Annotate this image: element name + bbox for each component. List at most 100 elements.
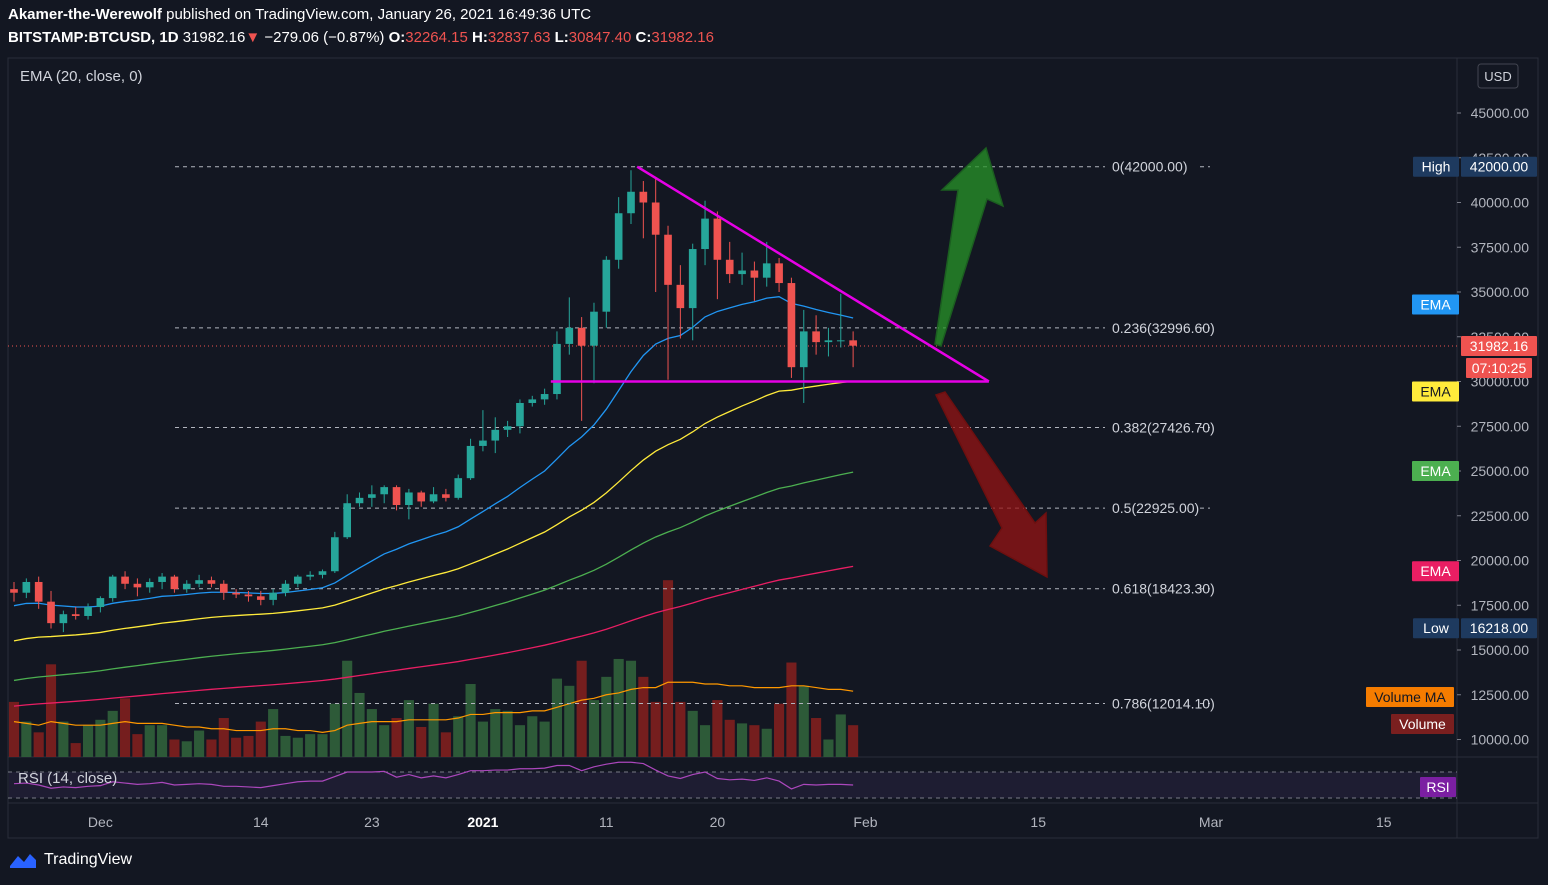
candle	[590, 302, 598, 384]
tradingview-footer[interactable]: TradingView	[8, 850, 132, 870]
candle-body	[71, 614, 80, 616]
candle	[392, 485, 401, 511]
candle	[540, 388, 549, 405]
rsi-indicator-label[interactable]: RSI (14, close)	[18, 770, 117, 787]
ema-indicator-label[interactable]: EMA (20, close, 0)	[20, 68, 143, 85]
candle	[824, 327, 833, 357]
y-tick-label: 12500.00	[1471, 687, 1530, 703]
volume-bar	[268, 709, 279, 757]
candle-body	[491, 429, 500, 441]
candle-body	[454, 478, 463, 498]
candle	[256, 590, 265, 606]
candle-body	[799, 331, 808, 368]
ema-200-tag-text: EMA	[1420, 563, 1451, 579]
fib-level-label: 0(42000.00)	[1112, 159, 1188, 175]
volume-bar	[391, 718, 402, 757]
candle-body	[442, 494, 450, 498]
candle-body	[725, 259, 734, 275]
candle	[479, 410, 487, 452]
up-arrow-icon	[934, 146, 1005, 347]
ema-100-tag: EMA	[1412, 461, 1459, 481]
volume-bar	[601, 676, 612, 757]
volume-bar	[132, 734, 143, 757]
low-label-tag: Low	[1413, 618, 1459, 639]
candle-body	[182, 583, 191, 590]
volume-bars	[8, 580, 859, 757]
volume-bar	[342, 660, 353, 757]
candle-body	[368, 494, 376, 498]
volume-bar	[21, 721, 32, 757]
candle	[244, 590, 253, 602]
candle-body	[627, 191, 635, 214]
y-tick-label: 10000.00	[1471, 732, 1530, 748]
volume-bar	[120, 698, 131, 757]
candle-body	[713, 218, 722, 260]
candle-body	[787, 283, 796, 368]
currency-button[interactable]	[1477, 63, 1519, 89]
candle-body	[232, 592, 240, 595]
candle	[84, 603, 92, 620]
candle	[170, 574, 179, 593]
candle-body	[343, 503, 352, 538]
candle-body	[516, 402, 524, 427]
candle-body	[701, 218, 709, 250]
rsi-line	[13, 761, 854, 790]
ema-100-line	[13, 471, 854, 682]
candle	[207, 576, 216, 588]
candle-body	[590, 311, 598, 346]
author-name[interactable]: Akamer-the-Werewolf	[8, 6, 162, 23]
candle	[787, 277, 796, 378]
candle	[96, 596, 105, 613]
candle	[219, 580, 228, 600]
candle-body	[47, 601, 55, 624]
rsi-pane	[8, 761, 1457, 799]
volume-bar	[82, 725, 94, 757]
candle-body	[244, 594, 253, 597]
candle-body	[664, 234, 672, 285]
candle-body	[331, 537, 339, 572]
candle-body	[614, 213, 623, 260]
volume-bar	[95, 719, 106, 757]
candle	[405, 488, 413, 520]
currency-button-label[interactable]: USD	[1484, 69, 1511, 84]
y-tick-label: 45000.00	[1471, 105, 1530, 121]
candle-body	[417, 492, 426, 502]
volume-bar	[45, 664, 57, 757]
ema-20-tag-bg	[1412, 294, 1459, 315]
candle	[355, 492, 364, 507]
candle	[775, 257, 783, 292]
published-text: published on TradingView.com, January 26…	[166, 6, 592, 23]
volume-bar	[774, 703, 785, 757]
candle	[318, 569, 327, 579]
countdown-tag-text: 07:10:25	[1472, 360, 1527, 376]
volume-bar	[638, 676, 649, 757]
candle-body	[577, 327, 586, 346]
volume-bar	[699, 725, 711, 757]
volume-bar	[157, 725, 168, 757]
volume-bar	[749, 725, 760, 757]
candle-body	[158, 576, 166, 582]
volume-ma-series	[13, 681, 854, 733]
high-value-tag-bg	[1461, 156, 1537, 177]
x-tick-label: 11	[599, 814, 614, 830]
candle	[627, 170, 635, 224]
candle	[491, 417, 500, 454]
volume-bar	[737, 723, 748, 757]
candle-body	[207, 580, 216, 584]
candle-body	[602, 259, 611, 312]
candle	[688, 243, 697, 341]
symbol-label[interactable]: BITSTAMP:BTCUSD, 1D	[8, 29, 179, 46]
volume-bar	[724, 719, 735, 757]
drawings	[550, 146, 1048, 579]
candle	[47, 590, 55, 629]
candle	[553, 331, 561, 400]
candle-body	[676, 284, 685, 309]
candle-body	[256, 596, 265, 600]
x-tick-label: 15	[1376, 814, 1392, 830]
candle-body	[34, 581, 43, 602]
candle	[614, 197, 623, 269]
volume-bar	[181, 741, 192, 757]
candle	[343, 494, 352, 540]
candle-body	[306, 574, 314, 577]
